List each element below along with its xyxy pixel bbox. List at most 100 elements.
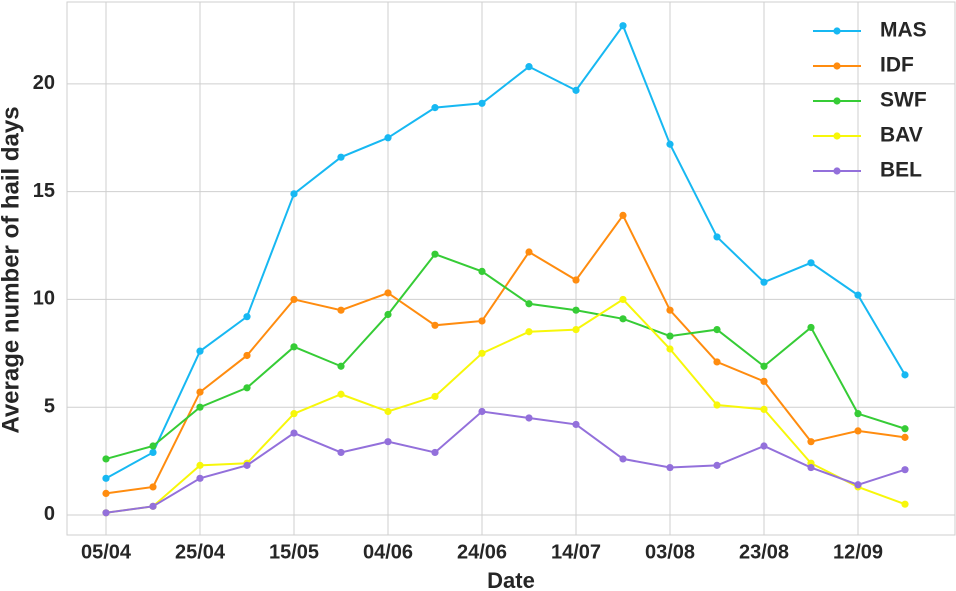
data-point: [431, 104, 439, 112]
data-point: [243, 351, 251, 360]
data-point: [384, 407, 392, 416]
data-point: [713, 233, 721, 241]
y-tick-label: 15: [33, 180, 55, 202]
data-point: [760, 278, 768, 286]
data-point: [901, 371, 909, 379]
data-point: [431, 321, 439, 329]
x-tick-label: 24/06: [457, 541, 507, 563]
legend-label: SWF: [880, 89, 927, 112]
data-point: [619, 22, 627, 30]
lines: [102, 22, 909, 517]
legend-label: IDF: [880, 54, 914, 77]
data-point: [102, 474, 110, 482]
data-point: [196, 461, 204, 469]
data-point: [619, 315, 627, 323]
plot-frame: [66, 1, 956, 536]
legend-label: MAS: [880, 19, 927, 42]
data-point: [196, 403, 204, 411]
data-point: [431, 250, 439, 258]
y-tick-label: 20: [33, 72, 55, 94]
data-point: [854, 481, 862, 489]
data-point: [384, 134, 392, 142]
series-line: [105, 252, 906, 460]
legend-marker: [833, 27, 841, 35]
data-point: [102, 455, 110, 463]
x-axis-label: Date: [487, 568, 535, 591]
data-point: [854, 410, 862, 418]
data-point: [384, 289, 392, 297]
data-point: [760, 377, 768, 385]
data-point: [337, 448, 345, 457]
data-point: [572, 306, 580, 314]
data-point: [525, 300, 533, 308]
x-tick-label: 12/09: [833, 541, 883, 563]
data-point: [290, 190, 298, 198]
data-point: [525, 248, 533, 256]
series-line: [105, 213, 906, 495]
data-point: [337, 306, 345, 314]
data-point: [196, 347, 204, 355]
data-point: [760, 442, 768, 450]
data-point: [666, 345, 674, 353]
data-point: [525, 63, 533, 71]
data-point: [102, 489, 110, 498]
data-point: [290, 295, 298, 304]
data-point: [713, 326, 721, 334]
series-line: [105, 23, 906, 480]
data-point: [572, 276, 580, 284]
data-point: [384, 310, 392, 319]
x-tick-label: 05/04: [81, 541, 132, 563]
data-point: [713, 461, 721, 469]
data-point: [478, 99, 486, 107]
y-tick-label: 10: [33, 288, 55, 310]
data-point: [102, 509, 110, 517]
grid: [67, 2, 955, 535]
data-point: [149, 483, 157, 491]
series-line: [105, 410, 906, 514]
legend-marker: [833, 167, 841, 175]
data-point: [619, 211, 627, 219]
data-point: [290, 410, 298, 418]
data-point: [525, 328, 533, 336]
data-point: [572, 86, 580, 94]
data-point: [666, 306, 674, 314]
data-point: [572, 420, 580, 429]
data-point: [760, 362, 768, 370]
data-point: [666, 332, 674, 340]
data-point: [384, 438, 392, 446]
data-point: [431, 448, 439, 457]
data-point: [807, 323, 815, 332]
data-point: [478, 267, 486, 276]
legend-marker: [833, 62, 841, 70]
data-point: [901, 425, 909, 433]
data-point: [431, 392, 439, 401]
series-line: [105, 298, 906, 514]
data-point: [619, 295, 627, 304]
data-point: [619, 455, 627, 463]
data-point: [901, 500, 909, 508]
x-tick-label: 14/07: [551, 541, 601, 563]
data-point: [243, 313, 251, 321]
data-point: [713, 401, 721, 409]
x-tick-label: 03/08: [645, 541, 695, 563]
data-point: [807, 463, 815, 472]
y-tick-label: 5: [44, 395, 55, 417]
data-point: [478, 349, 486, 357]
x-tick-label: 23/08: [739, 541, 789, 563]
legend-label: BAV: [880, 124, 923, 147]
data-point: [337, 153, 345, 161]
data-point: [901, 433, 909, 441]
data-point: [807, 259, 815, 267]
x-tick-label: 15/05: [269, 541, 319, 563]
data-point: [290, 429, 298, 437]
data-point: [196, 388, 204, 396]
data-point: [760, 405, 768, 413]
data-point: [478, 317, 486, 325]
x-tick-label: 04/06: [363, 541, 413, 563]
data-point: [807, 438, 815, 446]
data-point: [243, 384, 251, 392]
legend-marker: [833, 97, 841, 105]
legend-label: BEL: [880, 159, 922, 182]
data-point: [525, 414, 533, 422]
